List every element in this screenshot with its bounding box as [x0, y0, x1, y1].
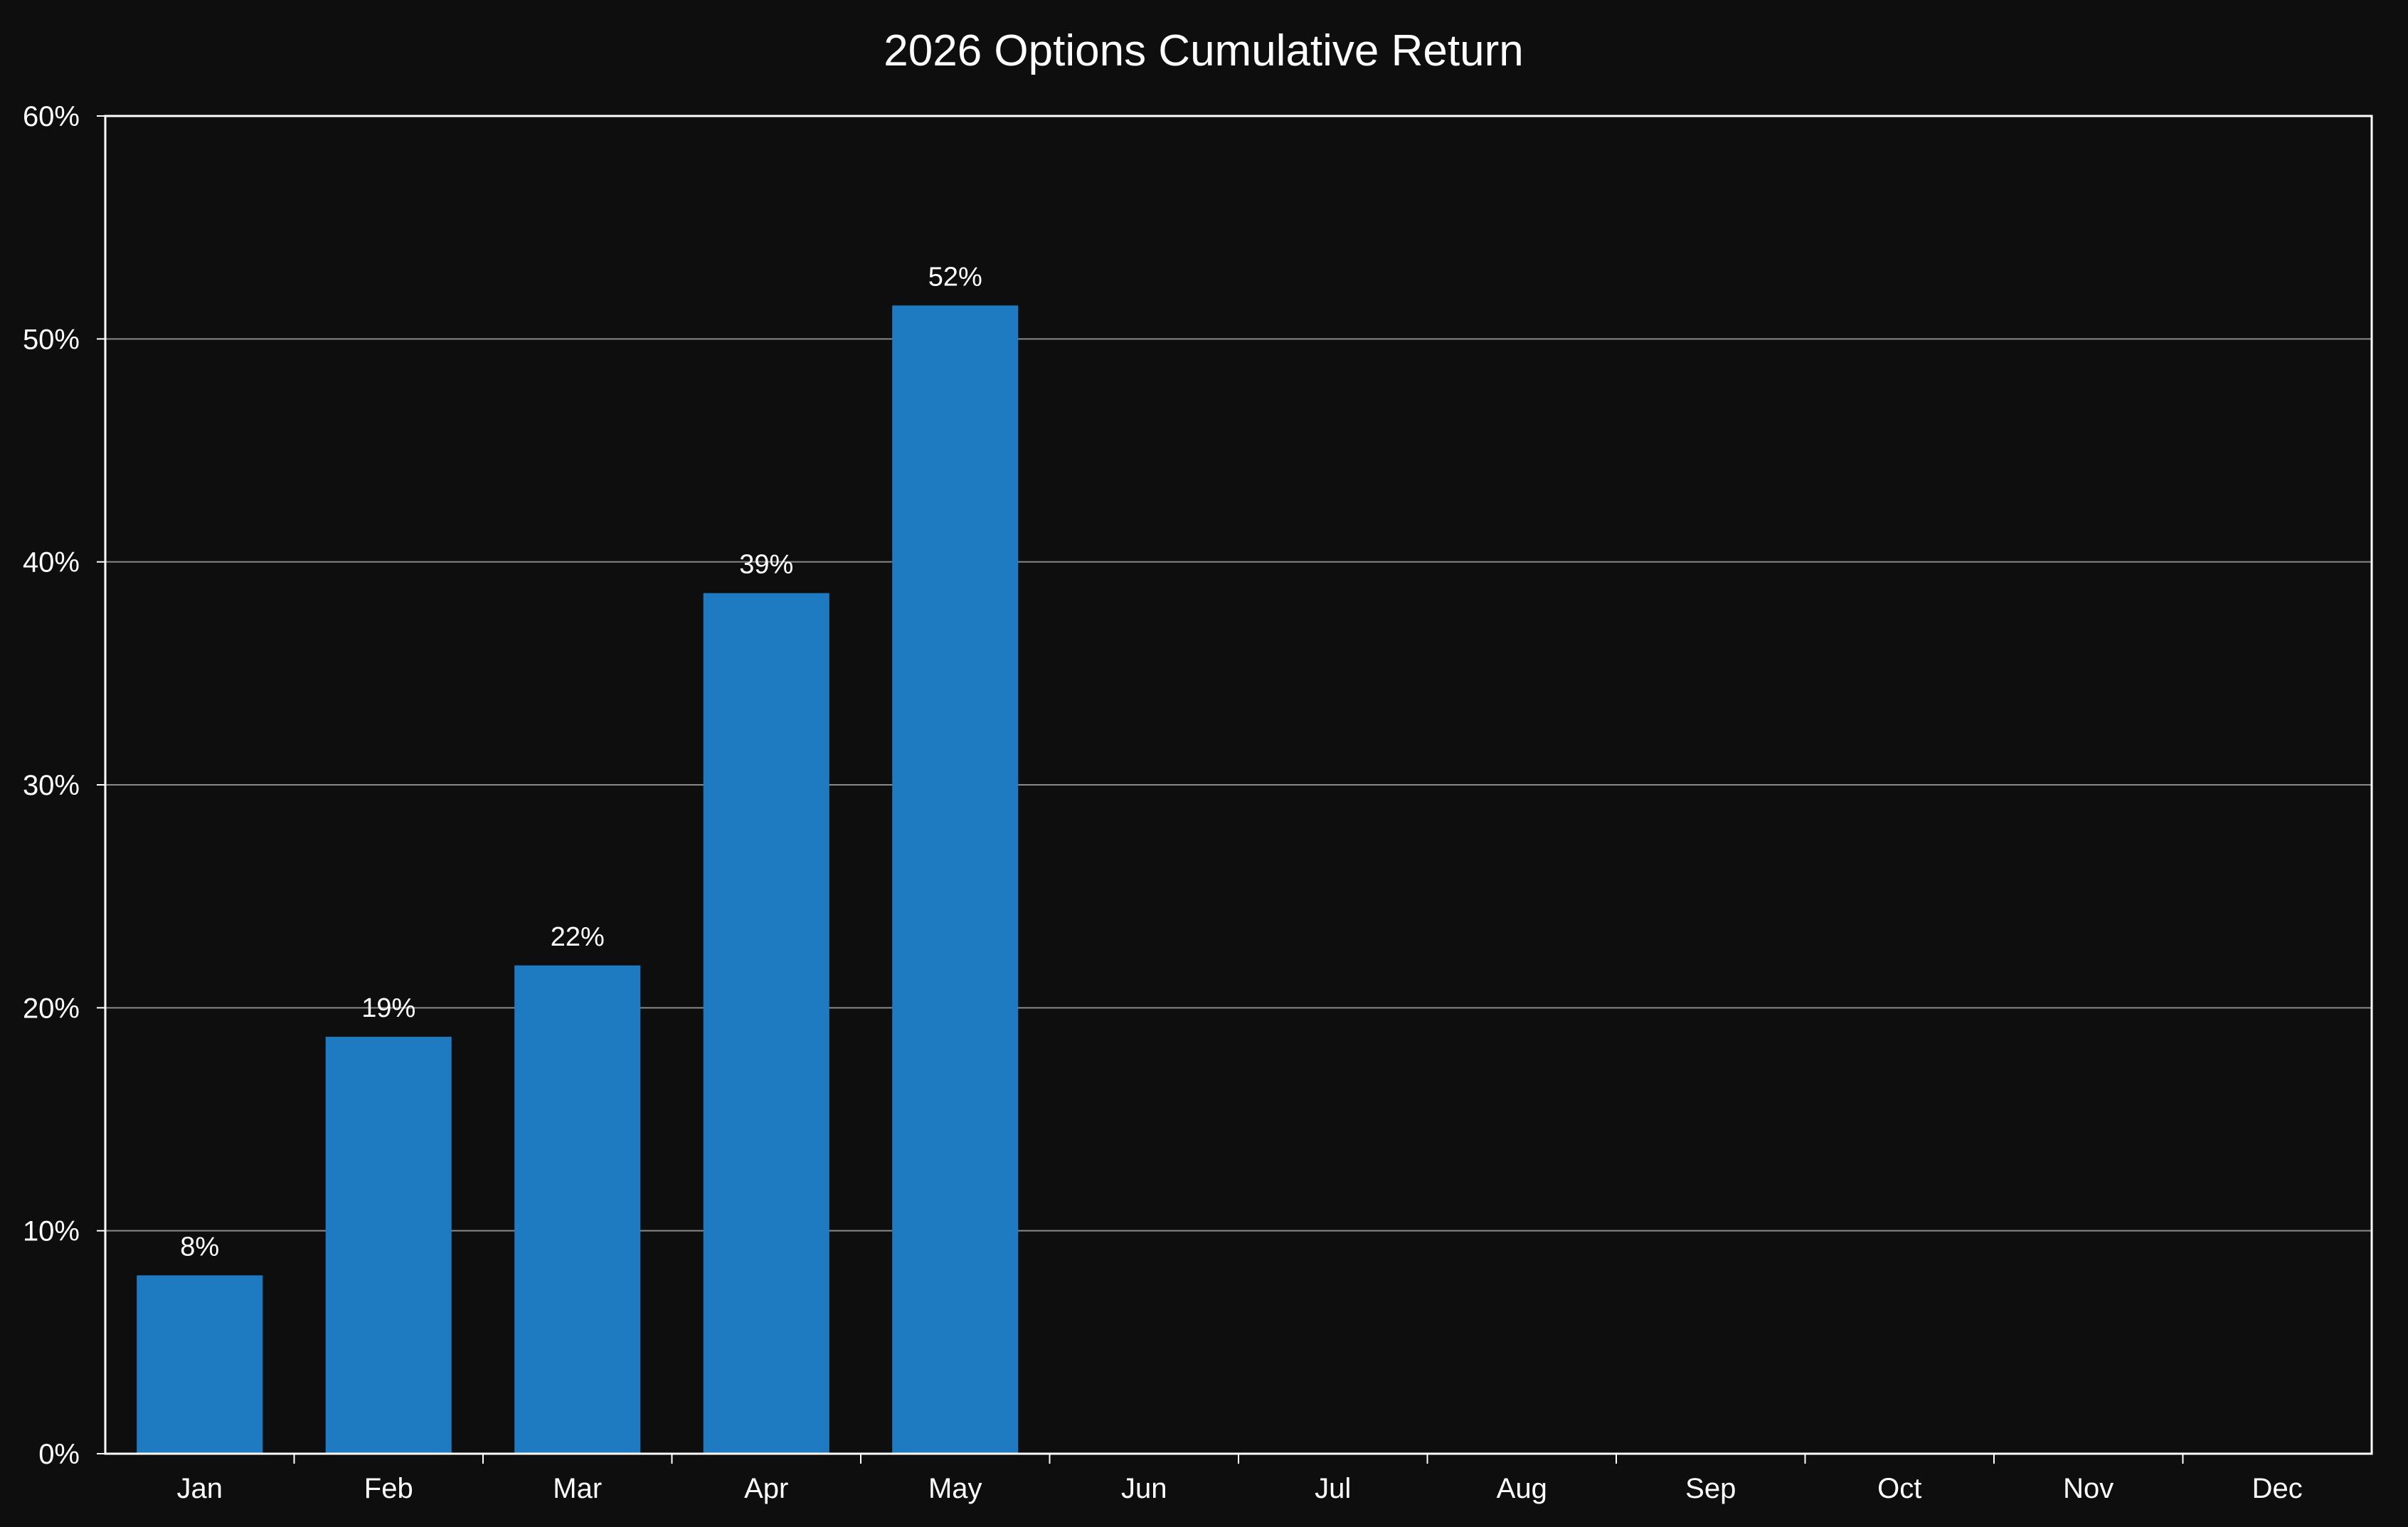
bar	[514, 965, 641, 1454]
y-tick-label: 40%	[23, 547, 80, 578]
bars	[137, 305, 1019, 1454]
y-tick-label: 30%	[23, 770, 80, 801]
y-tick-label: 20%	[23, 993, 80, 1024]
y-tick-label: 0%	[38, 1439, 80, 1470]
x-tick-label: Dec	[2252, 1473, 2303, 1504]
x-tick-label: Jul	[1315, 1473, 1351, 1504]
bar	[892, 305, 1019, 1454]
x-tick-label: Oct	[1877, 1473, 1921, 1504]
x-tick-label: Nov	[2063, 1473, 2113, 1504]
bar	[703, 593, 829, 1454]
x-tick-label: Aug	[1497, 1473, 1547, 1504]
data-label: 22%	[551, 922, 605, 952]
data-label: 39%	[739, 550, 793, 580]
data-label: 52%	[928, 262, 982, 292]
y-tick-label: 10%	[23, 1216, 80, 1247]
x-tick-label: Feb	[364, 1473, 413, 1504]
bar	[325, 1037, 452, 1454]
x-tick-label: Apr	[744, 1473, 788, 1504]
x-tick-label: Mar	[553, 1473, 602, 1504]
grid-lines	[105, 338, 2372, 1232]
x-tick-label: Sep	[1685, 1473, 1736, 1504]
data-label: 19%	[361, 993, 415, 1023]
y-tick-label: 60%	[23, 101, 80, 132]
y-axis-ticks: 0% 10% 20% 30% 40% 50% 60%	[23, 101, 105, 1470]
x-tick-label: Jun	[1121, 1473, 1167, 1504]
data-label: 8%	[180, 1232, 219, 1262]
x-tick-label: Jan	[177, 1473, 223, 1504]
x-tick-label: May	[928, 1473, 982, 1504]
y-tick-label: 50%	[23, 324, 80, 355]
chart-title: 2026 Options Cumulative Return	[884, 26, 1523, 75]
x-axis-ticks: Jan Feb Mar Apr May Jun Jul Aug Sep Oct Nov Dec	[177, 1454, 2303, 1504]
data-labels: 8% 19% 22% 39% 52%	[180, 262, 982, 1262]
bar	[137, 1275, 263, 1454]
